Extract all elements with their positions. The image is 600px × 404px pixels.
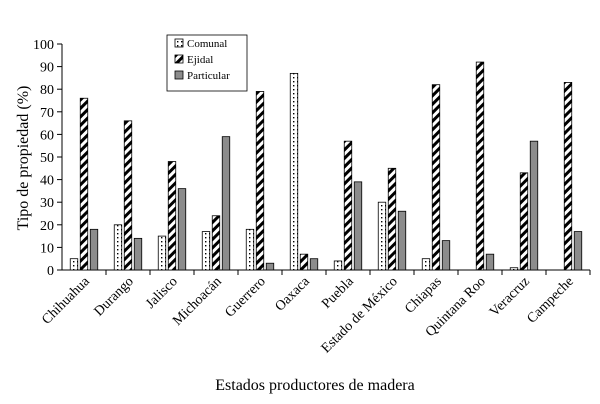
y-tick-label: 90: [40, 61, 54, 76]
bar-particular-9: [485, 253, 495, 271]
bar-comunal-6: [333, 260, 343, 271]
legend-swatch-comunal: [174, 38, 184, 48]
bar-particular-8: [441, 240, 451, 271]
bar-particular-4: [265, 262, 275, 271]
bar-comunal-4: [245, 228, 255, 271]
x-tick-label: Durango: [92, 274, 137, 319]
bar-particular-0: [89, 228, 99, 271]
legend-swatch-particular: [174, 70, 184, 80]
y-tick-label: 0: [47, 264, 54, 279]
y-tick-label: 40: [40, 174, 54, 189]
legend-label-particular: Particular: [187, 70, 230, 82]
legend-label-comunal: Comunal: [187, 38, 227, 50]
bar-ejidal-6: [343, 140, 353, 271]
bar-comunal-10: [509, 267, 519, 271]
bar-particular-6: [353, 181, 363, 271]
bar-comunal-2: [157, 235, 167, 271]
bar-comunal-1: [113, 224, 123, 271]
y-tick-label: 50: [40, 151, 54, 166]
x-tick-label: Guerrero: [222, 274, 268, 320]
bar-ejidal-1: [123, 120, 133, 271]
bar-ejidal-0: [79, 97, 89, 271]
x-tick-label: Michoacán: [170, 274, 225, 329]
y-tick-label: 20: [40, 219, 54, 234]
legend-label-ejidal: Ejidal: [187, 54, 213, 66]
bar-particular-1: [133, 237, 143, 271]
bar-ejidal-8: [431, 84, 441, 271]
y-tick-label: 30: [40, 196, 54, 211]
x-tick-label: Estado de México: [319, 274, 401, 356]
bar-comunal-5: [289, 72, 299, 271]
x-tick-label: Campeche: [524, 274, 576, 326]
y-tick-label: 80: [40, 83, 54, 98]
bar-ejidal-9: [475, 61, 485, 271]
bar-ejidal-11: [563, 82, 573, 271]
bar-particular-11: [573, 231, 583, 271]
bar-particular-5: [309, 258, 319, 271]
y-tick-label: 60: [40, 128, 54, 143]
bar-ejidal-2: [167, 161, 177, 271]
bar-particular-10: [529, 140, 539, 271]
bar-comunal-8: [421, 258, 431, 271]
bar-ejidal-10: [519, 172, 529, 271]
bar-ejidal-5: [299, 253, 309, 271]
bar-ejidal-7: [387, 167, 397, 271]
x-tick-label: Oaxaca: [273, 274, 314, 315]
bar-particular-2: [177, 188, 187, 271]
legend-swatch-ejidal: [174, 54, 184, 64]
x-tick-label: Chiapas: [402, 274, 445, 317]
y-tick-label: 100: [33, 38, 54, 53]
y-axis-title: Tipo de propiedad (%): [15, 86, 32, 231]
legend: Comunal Ejidal Particular: [166, 34, 248, 92]
bar-particular-3: [221, 136, 231, 271]
x-tick-label: Puebla: [319, 274, 357, 312]
bar-ejidal-4: [255, 91, 265, 271]
y-tick-label: 10: [40, 241, 54, 256]
x-tick-label: Jalisco: [143, 274, 181, 312]
bar-comunal-7: [377, 201, 387, 271]
x-tick-label: Chihuahua: [39, 274, 93, 328]
x-axis-title: Estados productores de madera: [215, 377, 414, 394]
bar-ejidal-3: [211, 215, 221, 271]
bar-comunal-0: [69, 258, 79, 271]
bar-particular-7: [397, 210, 407, 271]
y-tick-label: 70: [40, 106, 54, 121]
bar-comunal-3: [201, 231, 211, 271]
